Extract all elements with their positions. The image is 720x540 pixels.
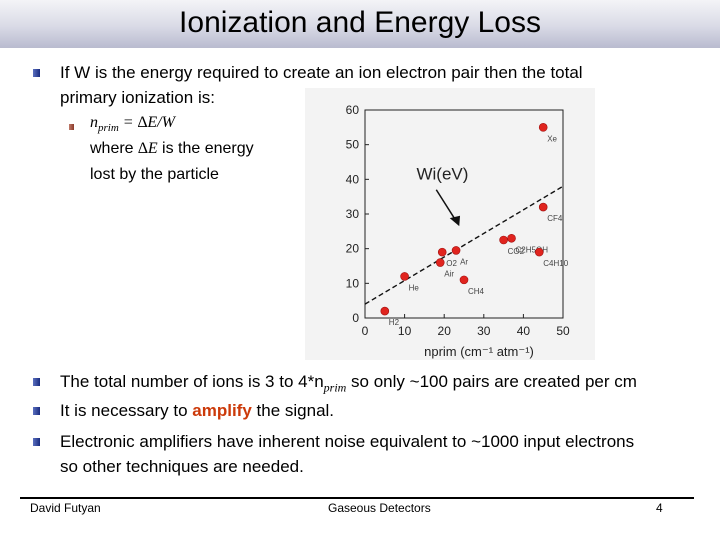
data-point <box>538 202 548 212</box>
data-point <box>499 235 508 245</box>
where-text-c: is the energy <box>157 140 254 157</box>
point-label: CH4 <box>468 287 485 296</box>
data-point <box>400 272 409 281</box>
footer-center: Gaseous Detectors <box>328 501 431 515</box>
bullet-marker <box>33 378 40 386</box>
x-tick-label: 0 <box>362 324 369 338</box>
sub-bullet-marker <box>69 124 74 130</box>
point-label: H2 <box>389 318 400 327</box>
y-tick-label: 10 <box>346 276 360 290</box>
data-point <box>451 246 461 255</box>
y-tick-label: 0 <box>352 311 359 325</box>
bullet-4-line-2: so other techniques are needed. <box>60 457 304 476</box>
x-tick-label: 50 <box>556 324 570 338</box>
where-delta-e: ∆E <box>138 140 158 157</box>
formula-sub: prim <box>98 122 119 135</box>
bullet-4-line-1: Electronic amplifiers have inherent nois… <box>60 432 635 451</box>
bullet-1-line-2: primary ionization is: <box>60 88 215 107</box>
where-line-2: lost by the particle <box>90 166 219 183</box>
y-tick-label: 20 <box>346 242 360 256</box>
point-label: He <box>409 283 420 292</box>
point-label: C2H5OH <box>516 245 549 254</box>
point-label: Ar <box>460 257 468 266</box>
point-label: CO2 <box>508 247 525 256</box>
formula: nprim = ∆E/W <box>90 110 175 141</box>
point-label: O2 <box>446 259 457 268</box>
data-point <box>435 258 445 267</box>
x-tick-label: 20 <box>438 324 452 338</box>
bullet-3: It is necessary to amplify the signal. <box>60 399 334 422</box>
footer-page-number: 4 <box>656 501 663 515</box>
formula-rest: = ∆E/W <box>118 114 175 131</box>
where-line-1: where ∆E is the energy <box>90 136 254 162</box>
annotation-arrow-head <box>449 215 461 227</box>
bullet-2-text-b: so only ~100 pairs are created per cm <box>346 372 637 391</box>
where-text-a: where <box>90 140 139 157</box>
bullet-1-line-1: If W is the energy required to create an… <box>60 63 583 82</box>
point-label: Xe <box>547 134 557 143</box>
x-tick-label: 10 <box>398 324 412 338</box>
bullet-3-text-a: It is necessary to <box>60 401 193 420</box>
point-label: Air <box>444 270 454 279</box>
trend-line <box>364 185 564 305</box>
data-point <box>437 247 447 257</box>
bullet-marker <box>33 438 40 446</box>
y-tick-label: 30 <box>346 207 360 221</box>
annotation-arrow-shaft <box>435 189 457 222</box>
chart-annotation: Wi(eV) <box>416 164 468 183</box>
footer-author: David Futyan <box>30 501 101 515</box>
data-point <box>507 233 516 243</box>
slide-title: Ionization and Energy Loss <box>179 6 541 39</box>
y-tick-label: 60 <box>346 103 360 117</box>
data-point <box>534 247 544 257</box>
bullet-2: The total number of ions is 3 to 4*nprim… <box>60 370 637 399</box>
y-tick-label: 50 <box>346 138 360 152</box>
data-point <box>459 275 469 285</box>
chart-background <box>305 88 595 360</box>
point-label: C4H10 <box>543 259 568 268</box>
footer-divider <box>20 497 694 499</box>
x-tick-label: 40 <box>517 324 531 338</box>
data-point <box>538 123 548 132</box>
y-tick-label: 40 <box>346 172 360 186</box>
bullet-marker <box>33 407 40 415</box>
title-bar <box>0 0 720 48</box>
bullet-marker <box>33 69 40 77</box>
bullet-3-text-b: the signal. <box>251 401 335 420</box>
point-label: CF4 <box>547 214 563 223</box>
x-axis-label: nprim (cm⁻¹ atm⁻¹) <box>424 344 534 359</box>
ionization-chart: 0 10 20 30 40 50 60 0 10 20 30 40 50 nprim (cm⁻¹ atm⁻… <box>305 88 595 360</box>
bullet-2-text-a: The total number of ions is 3 to 4*n <box>60 372 324 391</box>
x-tick-label: 30 <box>477 324 491 338</box>
formula-n: n <box>90 114 98 131</box>
data-point <box>380 306 390 316</box>
bullet-2-sub: prim <box>323 380 347 395</box>
amplify-highlight: amplify <box>192 401 252 420</box>
